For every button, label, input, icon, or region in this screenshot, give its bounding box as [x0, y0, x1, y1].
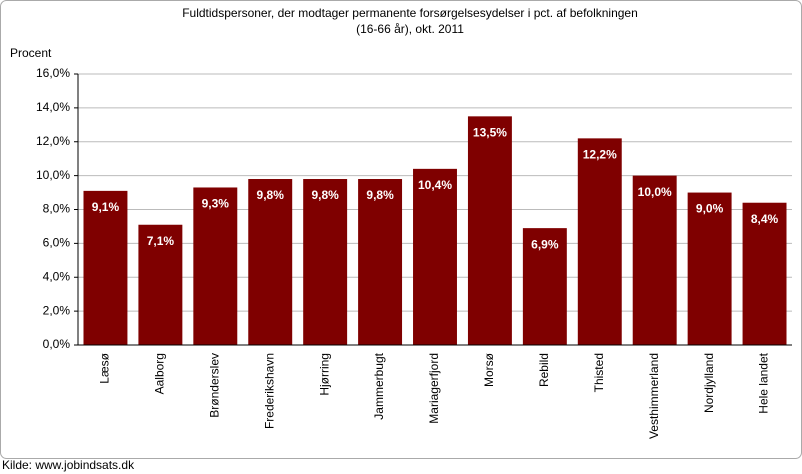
y-tick-label: 12,0%: [36, 134, 70, 148]
y-tick-label: 4,0%: [43, 269, 71, 283]
x-tick-label: Hjørring: [317, 353, 331, 396]
y-tick-label: 8,0%: [43, 202, 71, 216]
value-label: 12,2%: [583, 148, 617, 162]
bar: [138, 224, 183, 345]
x-tick-label: Hele landet: [757, 352, 771, 413]
y-tick-label: 2,0%: [43, 303, 71, 317]
bar: [467, 116, 512, 345]
bar: [358, 179, 403, 345]
y-tick-label: 10,0%: [36, 168, 70, 182]
bar: [193, 187, 238, 345]
value-label: 9,3%: [202, 197, 230, 211]
value-label: 9,1%: [92, 200, 120, 214]
bar: [687, 192, 732, 345]
value-label: 7,1%: [147, 234, 175, 248]
value-label: 6,9%: [531, 237, 559, 251]
value-label: 10,0%: [638, 185, 672, 199]
value-label: 9,8%: [257, 188, 285, 202]
x-tick-label: Læsø: [98, 352, 112, 383]
value-label: 10,4%: [418, 178, 452, 192]
value-label: 9,8%: [366, 188, 394, 202]
bar: [742, 202, 787, 345]
bar: [83, 190, 128, 345]
bar: [632, 175, 677, 345]
y-axis-label: Procent: [10, 46, 52, 60]
y-tick-label: 14,0%: [36, 100, 70, 114]
y-tick-label: 6,0%: [43, 236, 71, 250]
value-label: 13,5%: [473, 126, 507, 140]
x-tick-label: Frederikshavn: [262, 353, 276, 429]
bar: [522, 228, 567, 345]
x-tick-label: Morsø: [482, 352, 496, 387]
value-label: 9,0%: [696, 202, 724, 216]
bar: [577, 138, 622, 345]
x-tick-label: Thisted: [592, 353, 606, 392]
x-tick-label: Aalborg: [153, 353, 167, 394]
x-tick-label: Vesthimmerland: [647, 353, 661, 439]
bar: [303, 179, 348, 345]
bar: [413, 168, 457, 345]
chart-title: (16-66 år), okt. 2011: [356, 22, 464, 36]
value-label: 8,4%: [751, 212, 779, 226]
source: Kilde: www.jobindsats.dk: [2, 458, 135, 472]
bar: [248, 179, 293, 345]
y-tick-label: 16,0%: [36, 66, 70, 80]
x-tick-label: Jammerbugt: [372, 352, 386, 419]
chart-title: Fuldtidspersoner, der modtager permanent…: [182, 6, 638, 20]
y-tick-label: 0,0%: [43, 337, 71, 351]
value-label: 9,8%: [311, 188, 339, 202]
x-tick-label: Brønderslev: [207, 353, 221, 418]
x-tick-label: Mariagerfjord: [427, 353, 441, 424]
x-tick-label: Nordjylland: [702, 353, 716, 413]
x-tick-label: Rebild: [537, 353, 551, 387]
